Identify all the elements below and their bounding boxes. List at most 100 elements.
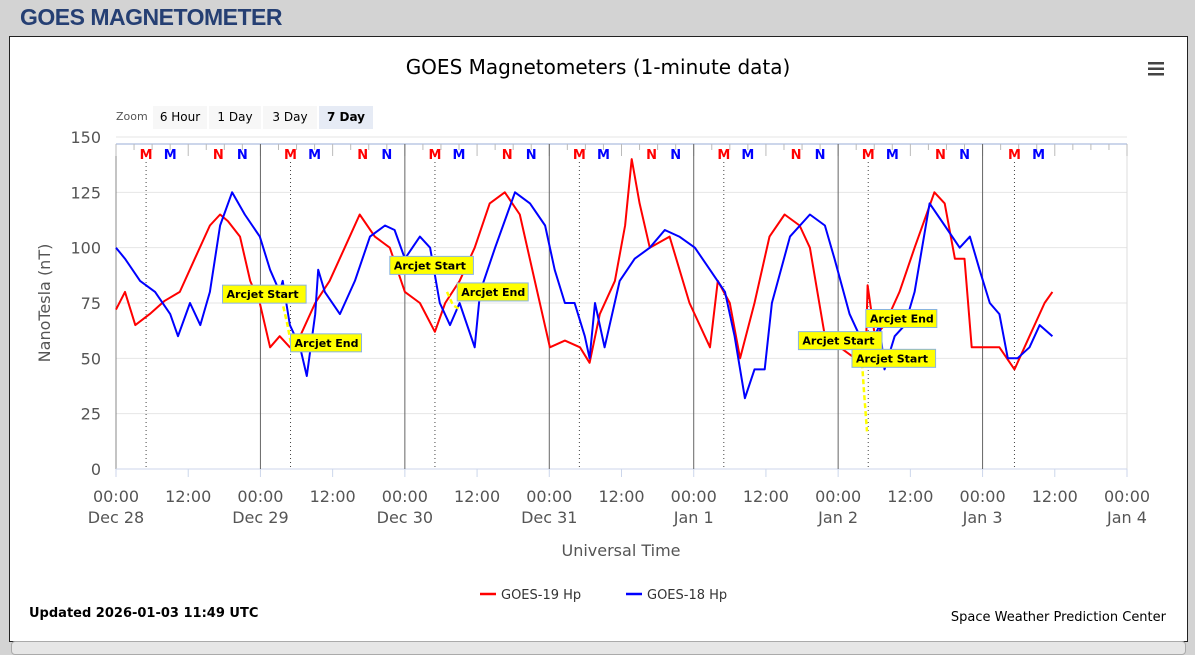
chart-title: GOES Magnetometers (1-minute data) (406, 55, 791, 79)
zoom-button-label[interactable]: 1 Day (217, 110, 252, 124)
local-time-marker-m: M (164, 148, 177, 163)
zoom-button-6-hour[interactable]: 6 Hour (153, 106, 207, 129)
x-tick-date: Dec 31 (521, 508, 577, 527)
arcjet-annotation: Arcjet End (865, 308, 938, 328)
x-tick-time: 12:00 (887, 487, 933, 506)
annotation-box (389, 255, 474, 275)
annotation-label: Arcjet Start (856, 352, 928, 365)
local-time-marker-m: M (741, 148, 754, 163)
annotation-box (290, 333, 363, 353)
annotation-box (865, 308, 938, 328)
annotation-box (851, 348, 937, 368)
x-tick-time: 00:00 (671, 487, 717, 506)
arcjet-annotation: Arcjet Start (851, 348, 937, 368)
series-line-goes-19-hp (115, 158, 1054, 371)
local-time-marker-n: N (959, 148, 970, 163)
annotation-label: Arcjet Start (227, 288, 299, 301)
zoom-button-3-day[interactable]: 3 Day (263, 106, 317, 129)
local-time-marker-m: M (428, 148, 441, 163)
x-tick-time: 12:00 (454, 487, 500, 506)
y-axis-label: NanoTesla (nT) (35, 244, 54, 363)
x-tick-time: 12:00 (743, 487, 789, 506)
legend-label[interactable]: GOES-19 Hp (501, 588, 581, 603)
zoom-button-label[interactable]: 7 Day (327, 110, 365, 124)
y-tick-label: 100 (70, 239, 101, 258)
local-time-marker-m: M (862, 148, 875, 163)
x-tick-date: Dec 28 (88, 508, 144, 527)
y-tick-label: 150 (70, 128, 101, 147)
annotation-label: Arcjet End (295, 337, 359, 350)
local-time-marker-m: M (1008, 148, 1021, 163)
annotation-box (456, 282, 529, 302)
x-tick-date: Jan 3 (962, 508, 1003, 527)
zoom-label: Zoom (116, 110, 148, 123)
legend-label[interactable]: GOES-18 Hp (647, 588, 727, 603)
local-time-marker-n: N (213, 148, 224, 163)
y-tick-label: 75 (81, 294, 101, 313)
local-time-marker-m: M (308, 148, 321, 163)
arcjet-segment (445, 291, 461, 311)
x-tick-time: 00:00 (382, 487, 428, 506)
x-tick-time: 12:00 (310, 487, 356, 506)
local-time-marker-n: N (646, 148, 657, 163)
zoom-button-1-day[interactable]: 1 Day (209, 106, 261, 129)
arcjet-annotation: Arcjet Start (797, 331, 883, 351)
x-tick-time: 00:00 (237, 487, 283, 506)
x-tick-time: 12:00 (1032, 487, 1078, 506)
local-time-marker-n: N (791, 148, 802, 163)
annotation-label: Arcjet Start (394, 259, 466, 272)
local-time-marker-m: M (453, 148, 466, 163)
local-time-marker-n: N (502, 148, 513, 163)
legend-item-goes-18-hp[interactable]: GOES-18 Hp (626, 588, 727, 603)
x-tick-date: Dec 30 (377, 508, 433, 527)
x-tick-time: 00:00 (1104, 487, 1150, 506)
local-time-marker-m: M (140, 148, 153, 163)
legend-item-goes-19-hp[interactable]: GOES-19 Hp (480, 588, 581, 603)
annotation-label: Arcjet Start (802, 335, 874, 348)
local-time-marker-m: M (284, 148, 297, 163)
y-tick-label: 25 (81, 405, 101, 424)
local-time-marker-m: M (717, 148, 730, 163)
x-tick-time: 00:00 (526, 487, 572, 506)
zoom-button-label[interactable]: 3 Day (272, 110, 307, 124)
local-time-marker-n: N (815, 148, 826, 163)
annotation-label: Arcjet End (461, 286, 525, 299)
arcjet-annotation: Arcjet Start (222, 284, 307, 304)
x-tick-date: Jan 4 (1106, 508, 1147, 527)
updated-timestamp: Updated 2026-01-03 11:49 UTC (29, 606, 258, 621)
zoom-button-label[interactable]: 6 Hour (160, 110, 200, 124)
x-tick-time: 00:00 (815, 487, 861, 506)
zoom-button-bg (319, 106, 373, 129)
annotation-box (222, 284, 307, 304)
y-tick-label: 125 (70, 183, 101, 202)
page-header: GOES MAGNETOMETER (20, 4, 283, 30)
annotation-box (797, 331, 883, 351)
credit-text: Space Weather Prediction Center (951, 610, 1167, 625)
x-axis-label: Universal Time (561, 541, 680, 560)
local-time-marker-n: N (381, 148, 392, 163)
local-time-marker-n: N (526, 148, 537, 163)
magnetometer-chart: GOES Magnetometers (1-minute data) Zoom … (29, 55, 1167, 625)
hamburger-menu-icon[interactable] (1147, 61, 1165, 77)
local-time-marker-m: M (1032, 148, 1045, 163)
x-tick-time: 00:00 (93, 487, 139, 506)
arcjet-annotation: Arcjet End (456, 282, 529, 302)
local-time-marker-n: N (237, 148, 248, 163)
arcjet-annotation: Arcjet Start (389, 255, 474, 275)
zoom-button-7-day[interactable]: 7 Day (319, 106, 373, 129)
y-tick-label: 50 (81, 349, 101, 368)
x-tick-date: Jan 2 (817, 508, 858, 527)
series-line-goes-18-hp (115, 191, 1054, 400)
local-time-marker-m: M (573, 148, 586, 163)
bottom-scrollbar[interactable] (11, 641, 1186, 655)
x-tick-date: Jan 1 (673, 508, 714, 527)
arcjet-segment (859, 347, 869, 432)
arcjet-annotation: Arcjet End (290, 333, 363, 353)
zoom-button-bg (263, 106, 317, 129)
zoom-button-bg (209, 106, 261, 129)
local-time-marker-n: N (935, 148, 946, 163)
local-time-marker-n: N (670, 148, 681, 163)
zoom-button-bg (153, 106, 207, 129)
y-tick-label: 0 (91, 460, 101, 479)
local-time-marker-m: M (597, 148, 610, 163)
